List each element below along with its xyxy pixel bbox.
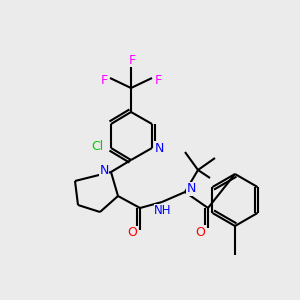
Text: Cl: Cl — [91, 140, 103, 152]
Text: NH: NH — [154, 205, 172, 218]
Text: N: N — [186, 182, 196, 196]
Text: N: N — [99, 164, 109, 176]
Text: F: F — [128, 53, 136, 67]
Text: O: O — [195, 226, 205, 238]
Text: F: F — [154, 74, 162, 86]
Text: F: F — [100, 74, 108, 86]
Text: O: O — [127, 226, 137, 239]
Text: N: N — [154, 142, 164, 154]
